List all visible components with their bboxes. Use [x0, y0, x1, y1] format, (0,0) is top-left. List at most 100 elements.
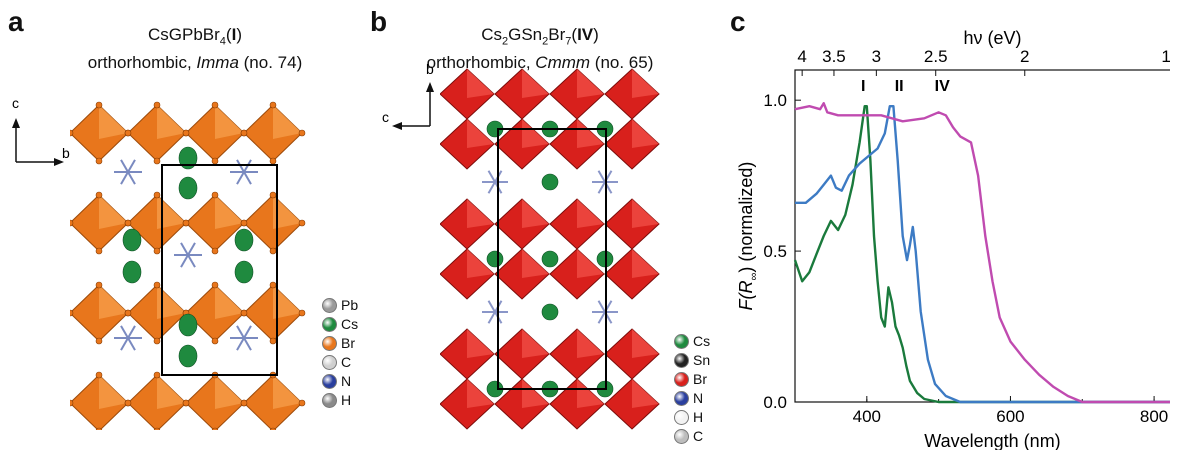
- panel-b-subtitle-pre: orthorhombic,: [426, 53, 536, 73]
- octahedron-b-face: [577, 329, 604, 358]
- br-atom-a: [124, 309, 132, 317]
- octahedron-b-face: [522, 119, 549, 148]
- octahedron-b-face: [632, 249, 659, 278]
- guanidinium-bond-a: [127, 337, 136, 351]
- series-annotation: II: [895, 78, 904, 95]
- guanidinium-bond-a: [120, 337, 129, 351]
- panel-a-legend-label: Pb: [341, 297, 359, 313]
- panel-a-letter: a: [8, 6, 24, 37]
- panel-b-formula-label: IV: [577, 25, 594, 44]
- panel-b-subtitle-post: (no. 65): [590, 53, 654, 73]
- br-atom-a: [153, 247, 161, 255]
- octahedron-a-face: [99, 285, 128, 319]
- br-atom-a: [269, 191, 277, 199]
- panel-a-axes-icon: c b: [12, 96, 70, 166]
- panel-a-legend-swatch: [322, 393, 337, 408]
- br-atom-a: [269, 427, 277, 430]
- panel-a-legend-label: H: [341, 392, 352, 408]
- panel-b-legend-item: Sn: [674, 351, 710, 370]
- br-atom-a: [211, 101, 219, 109]
- guanidinium-bond-a: [236, 171, 245, 185]
- br-atom-a: [298, 129, 306, 137]
- panel-a-legend: Pb Cs Br C N H: [322, 296, 358, 410]
- br-atom-a: [269, 157, 277, 165]
- octahedron-b-face: [467, 199, 494, 228]
- br-atom-a: [70, 309, 74, 317]
- axis-label-c-horiz: c: [382, 109, 389, 125]
- br-atom-a: [153, 281, 161, 289]
- octahedron-b-face: [522, 379, 549, 408]
- axis-label-b: b: [62, 145, 70, 161]
- panel-a-subtitle: orthorhombic, Imma (no. 74): [40, 52, 350, 74]
- top-tick-label: 3: [872, 47, 881, 66]
- octahedron-a-face: [215, 195, 244, 229]
- panel-a-legend-label: Br: [341, 335, 355, 351]
- panel-b-legend-swatch: [674, 391, 689, 406]
- panel-a-paren-close: ): [236, 25, 242, 44]
- panel-b-legend-item: Br: [674, 370, 710, 389]
- octahedron-a-face: [157, 105, 186, 139]
- octahedron-a-face: [99, 375, 128, 409]
- panel-a-paren-open: (: [225, 25, 232, 44]
- cs-atom-a: [178, 146, 198, 170]
- octahedron-a-face: [215, 285, 244, 319]
- y-tick-label: 0.5: [763, 242, 787, 261]
- panel-b-f1-sub: 2: [501, 35, 509, 48]
- panel-a-legend-swatch: [322, 374, 337, 389]
- panel-b-legend-item: C: [674, 427, 710, 446]
- panel-b-f2-sub: 2: [542, 35, 549, 48]
- plot-frame: [794, 69, 1170, 403]
- guanidinium-bond-a: [187, 242, 196, 256]
- guanidinium-bond-a: [236, 325, 245, 339]
- panel-b-paren-close: ): [593, 25, 599, 44]
- unit-cell-b: [497, 128, 607, 390]
- br-atom-a: [70, 219, 74, 227]
- panel-b-axes-icon: b c: [382, 62, 434, 130]
- panel-b-legend-swatch: [674, 372, 689, 387]
- panel-a-legend-label: Cs: [341, 316, 359, 332]
- octahedron-a-face: [99, 105, 128, 139]
- series-annotation: I: [861, 78, 865, 95]
- y-axis-label: F(R∞) (normalized): [736, 162, 760, 311]
- octahedron-b-face: [467, 119, 494, 148]
- br-atom-a: [95, 191, 103, 199]
- br-atom-a: [269, 247, 277, 255]
- panel-a-title: CsGPbBr4(I) orthorhombic, Imma (no. 74): [40, 24, 350, 74]
- cs-atom-a: [122, 260, 142, 284]
- octahedron-b-face: [467, 69, 494, 98]
- panel-a-subtitle-pre: orthorhombic,: [87, 53, 197, 73]
- panel-b-legend-swatch: [674, 410, 689, 425]
- panel-b-legend-swatch: [674, 334, 689, 349]
- cs-atom-a: [122, 228, 142, 252]
- panel-a-legend-item: Br: [322, 334, 358, 353]
- x-tick-label: 400: [853, 407, 881, 426]
- guanidinium-bond-a: [127, 159, 136, 173]
- panel-b-legend-label: Sn: [693, 352, 711, 368]
- octahedron-b-face: [467, 379, 494, 408]
- br-atom-a: [298, 219, 306, 227]
- br-atom-a: [95, 157, 103, 165]
- panel-a-subtitle-post: (no. 74): [238, 53, 303, 73]
- octahedron-b-face: [577, 379, 604, 408]
- br-atom-a: [153, 101, 161, 109]
- br-atom-a: [211, 247, 219, 255]
- guanidinium-bond-b: [487, 170, 496, 183]
- octahedron-a-face: [157, 285, 186, 319]
- br-atom-a: [153, 157, 161, 165]
- panel-b-f1: Cs: [481, 25, 502, 44]
- br-atom-a: [211, 337, 219, 345]
- cs-atom-a: [234, 228, 254, 252]
- panel-a-legend-item: Pb: [322, 296, 358, 315]
- panel-a-legend-item: Cs: [322, 315, 358, 334]
- octahedron-b-face: [467, 329, 494, 358]
- guanidinium-bond-a: [180, 254, 189, 268]
- br-atom-a: [269, 337, 277, 345]
- guanidinium-bond-b: [487, 300, 496, 313]
- octahedron-b-face: [632, 119, 659, 148]
- panel-a-legend-label: N: [341, 373, 352, 389]
- panel-b-legend-label: Br: [693, 371, 707, 387]
- series-annotation: IV: [935, 78, 950, 95]
- octahedron-b-face: [632, 69, 659, 98]
- panel-b-paren-open: (: [571, 25, 578, 44]
- br-atom-a: [211, 281, 219, 289]
